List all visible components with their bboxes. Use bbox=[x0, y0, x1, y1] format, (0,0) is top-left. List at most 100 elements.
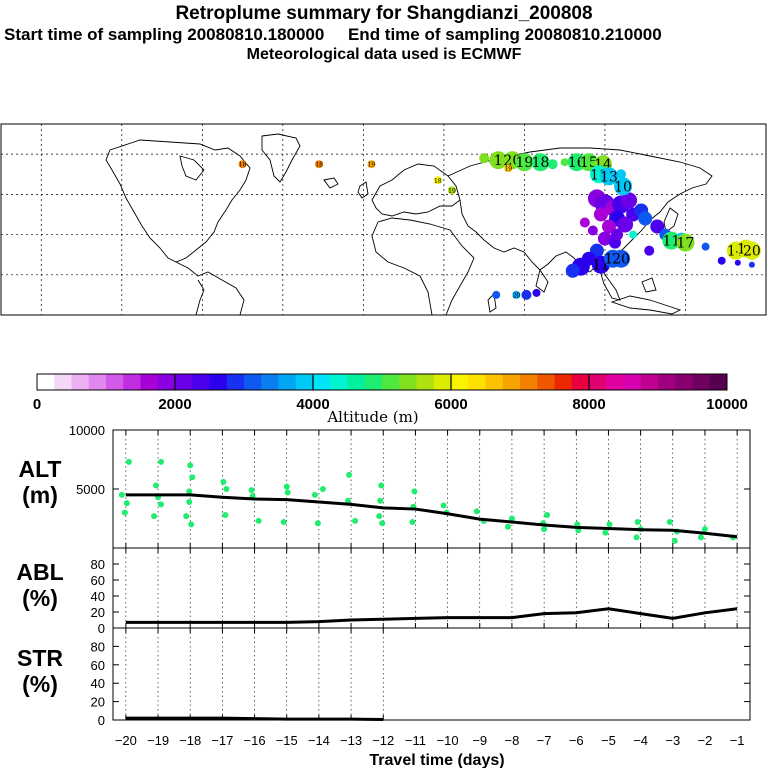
colorbar-swatch bbox=[502, 374, 521, 390]
plume-marker bbox=[547, 159, 558, 170]
plume-marker bbox=[599, 167, 618, 186]
altitude-point bbox=[255, 517, 262, 524]
colorbar-swatch bbox=[175, 374, 193, 390]
colorbar-frame bbox=[36, 373, 728, 391]
plume-day-label: 10 bbox=[614, 179, 632, 195]
altitude-point bbox=[118, 491, 125, 498]
altitude-point bbox=[158, 501, 165, 508]
plume-marker bbox=[621, 192, 638, 209]
altitude-point bbox=[633, 534, 640, 541]
altitude-point bbox=[284, 489, 291, 496]
panel-frame bbox=[112, 627, 751, 721]
colorbar-swatch bbox=[589, 374, 607, 390]
y-tick-label: 80 bbox=[91, 639, 105, 654]
colorbar-swatch bbox=[640, 374, 659, 390]
x-tick-label: −18 bbox=[179, 733, 201, 748]
panel-label: (m) bbox=[22, 482, 58, 508]
altitude-point bbox=[220, 478, 227, 485]
colorbar-swatch bbox=[330, 374, 348, 390]
colorbar-swatch bbox=[364, 374, 383, 390]
plume-marker bbox=[611, 228, 624, 241]
plume-marker bbox=[597, 231, 612, 246]
colorbar-swatch bbox=[54, 374, 72, 390]
altitude-point bbox=[187, 462, 194, 469]
colorbar-swatch bbox=[485, 374, 504, 390]
plume-day-label: 1 bbox=[494, 153, 503, 169]
x-tick-label: −9 bbox=[472, 733, 487, 748]
altitude-point bbox=[440, 502, 447, 509]
panel-str: 0 20 40 60 80 STR(%) bbox=[17, 627, 751, 728]
altitude-point bbox=[186, 488, 193, 495]
colorbar-swatch bbox=[554, 374, 573, 390]
plume-marker bbox=[616, 169, 627, 180]
sampling-times: Start time of sampling 20080810.180000 E… bbox=[4, 25, 662, 45]
altitude-point bbox=[123, 500, 130, 507]
altitude-point bbox=[411, 488, 418, 495]
altitude-point bbox=[188, 521, 195, 528]
colorbar-swatch bbox=[399, 374, 417, 390]
altitude-point bbox=[151, 513, 158, 520]
panel-label: (%) bbox=[22, 671, 58, 697]
altitude-point bbox=[352, 517, 359, 524]
altitude-point bbox=[125, 458, 132, 465]
altitude-point bbox=[697, 534, 704, 541]
plume-marker bbox=[492, 290, 501, 299]
altitude-point bbox=[602, 529, 609, 536]
panel-label: STR bbox=[17, 645, 63, 671]
altitude-point bbox=[473, 508, 480, 515]
y-tick-label: 20 bbox=[91, 695, 105, 710]
plume-day-label: 20 bbox=[743, 244, 761, 260]
panel-alt: 5000 10000 ALT(m) bbox=[18, 423, 751, 549]
altitude-point bbox=[346, 471, 353, 478]
altitude-point bbox=[183, 513, 190, 520]
world-map: 1201918161514111310111714192011122020181… bbox=[0, 123, 767, 316]
x-tick-label: −3 bbox=[665, 733, 680, 748]
plume-marker bbox=[612, 249, 631, 268]
altitude-point bbox=[319, 486, 326, 492]
plume-marker bbox=[315, 160, 324, 169]
colorbar-swatch bbox=[416, 374, 435, 390]
colorbar-tick-label: 0 bbox=[33, 396, 41, 413]
colorbar-title: Altitude (m) bbox=[326, 408, 418, 426]
x-tick-label: −16 bbox=[244, 733, 266, 748]
colorbar-swatch bbox=[623, 374, 642, 390]
x-tick-label: −8 bbox=[505, 733, 520, 748]
y-tick-label: 60 bbox=[91, 658, 105, 673]
altitude-point bbox=[153, 482, 160, 489]
colorbar-swatch bbox=[261, 374, 279, 390]
chart-title: Retroplume summary for Shangdianzi_20080… bbox=[175, 3, 593, 24]
plume-marker bbox=[515, 153, 534, 172]
altitude-point bbox=[186, 498, 193, 505]
plume-day-label: 11 bbox=[662, 234, 680, 250]
y-tick-label: 40 bbox=[91, 676, 105, 691]
plume-marker bbox=[587, 225, 598, 236]
x-tick-label: −5 bbox=[601, 733, 616, 748]
colorbar-tick-label: 8000 bbox=[572, 396, 605, 413]
altitude-point bbox=[345, 497, 352, 504]
x-tick-label: −13 bbox=[340, 733, 362, 748]
x-tick-label: −19 bbox=[147, 733, 169, 748]
plume-marker bbox=[614, 177, 633, 196]
plume-day-label: 18 bbox=[239, 162, 247, 169]
plume-marker bbox=[433, 176, 442, 185]
plume-marker bbox=[644, 245, 655, 256]
x-tick-label: −14 bbox=[308, 733, 330, 748]
y-tick-label: 40 bbox=[91, 589, 105, 604]
colorbar-swatch bbox=[106, 374, 124, 390]
colorbar-swatch bbox=[226, 374, 245, 390]
plume-day-label: 18 bbox=[434, 178, 442, 185]
plume-day-label: 13 bbox=[600, 169, 618, 185]
colorbar-swatch bbox=[675, 374, 693, 390]
colorbar-swatch bbox=[209, 374, 228, 390]
plume-marker bbox=[532, 288, 541, 297]
x-tick-label: −7 bbox=[537, 733, 552, 748]
colorbar-tick-label: 2000 bbox=[158, 396, 191, 413]
altitude-point bbox=[189, 474, 196, 481]
altitude-point bbox=[508, 515, 515, 522]
colorbar-swatch bbox=[37, 374, 55, 390]
colorbar-swatch bbox=[347, 374, 366, 390]
plume-marker bbox=[565, 263, 580, 278]
plume-marker bbox=[717, 256, 726, 265]
altitude-point bbox=[634, 519, 641, 526]
